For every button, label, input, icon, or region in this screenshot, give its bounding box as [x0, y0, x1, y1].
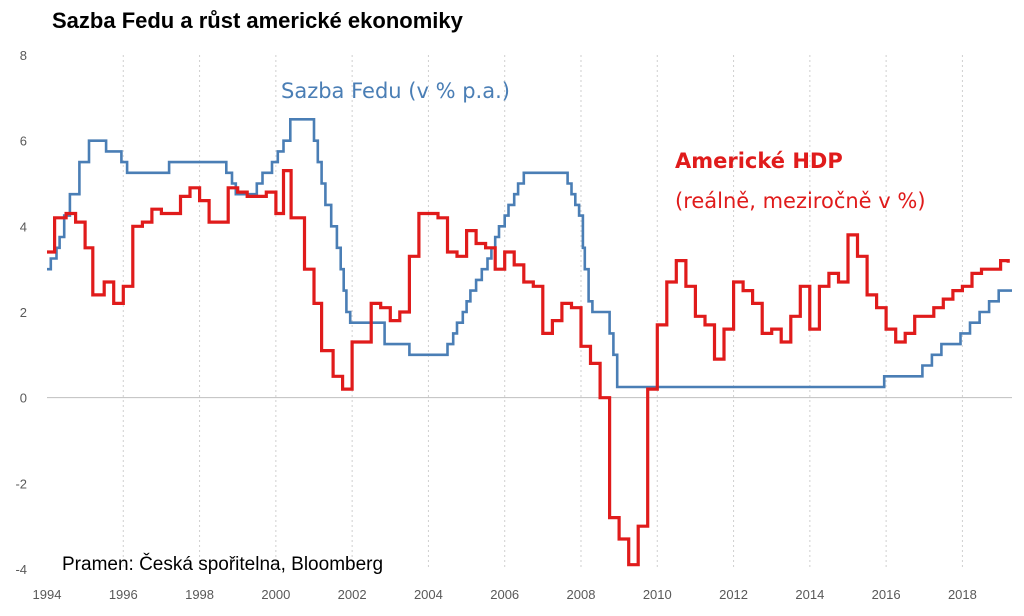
series-annotations: Sazba Fedu (v % p.a.) Americké HDP (reál…	[281, 79, 926, 213]
series-lines	[47, 118, 1012, 567]
x-tick-label: 1994	[33, 587, 62, 602]
x-tick-label: 2010	[643, 587, 672, 602]
y-tick-label: 4	[20, 219, 27, 234]
y-tick-label: 0	[20, 391, 27, 406]
x-tick-label: 2014	[795, 587, 824, 602]
x-tick-label: 2000	[261, 587, 290, 602]
x-tick-label: 2018	[948, 587, 977, 602]
x-tick-label: 2008	[567, 587, 596, 602]
y-axis-tick-labels: -4 -2 0 2 4 6 8	[15, 48, 27, 577]
source-note: Pramen: Česká spořitelna, Bloomberg	[62, 553, 383, 575]
x-tick-label: 2002	[338, 587, 367, 602]
fed-annotation-bold: Sazba Fedu	[281, 79, 402, 103]
fed-annotation: Sazba Fedu (v % p.a.)	[281, 79, 510, 103]
x-tick-label: 1998	[185, 587, 214, 602]
y-tick-label: -4	[15, 562, 27, 577]
x-tick-label: 2012	[719, 587, 748, 602]
x-axis-tick-labels: 1994 1996 1998 2000 2002 2004 2006 2008 2010 2012…	[33, 587, 977, 602]
y-tick-label: 2	[20, 305, 27, 320]
x-tick-label: 2006	[490, 587, 519, 602]
fed-series-line	[47, 118, 1012, 389]
y-tick-label: 6	[20, 134, 27, 149]
gdp-series-line	[47, 169, 1010, 567]
y-tick-label: -2	[15, 476, 27, 491]
chart-title: Sazba Fedu a růst americké ekonomiky	[52, 8, 463, 33]
x-tick-label: 2004	[414, 587, 443, 602]
gdp-annotation-subtitle: (reálně, meziročně v %)	[675, 189, 926, 213]
y-tick-label: 8	[20, 48, 27, 63]
fed-annotation-rest: (v % p.a.)	[402, 79, 510, 103]
gdp-annotation-title: Americké HDP	[675, 149, 843, 173]
x-tick-label: 1996	[109, 587, 138, 602]
x-tick-label: 2016	[872, 587, 901, 602]
